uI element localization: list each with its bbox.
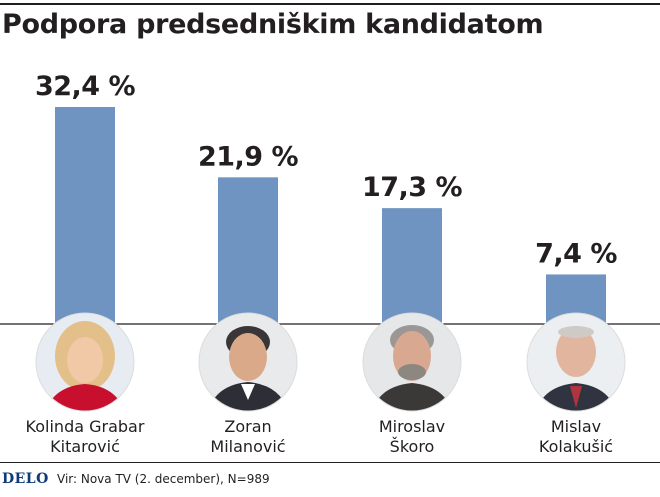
category-label-mislav-kolakusic-line1: Mislav	[551, 417, 601, 436]
bar-chart: 32,4 % 21,9 % 17,3 % 7,4 % Kolinda GrabarKi…	[0, 71, 660, 456]
portrait-kolinda-grabar-kitarovic	[36, 313, 134, 411]
bar-zoran-milanovic	[218, 177, 278, 324]
value-label-kolinda-grabar-kitarovic: 32,4 %	[35, 71, 136, 102]
source-note: Vir: Nova TV (2. december), N=989	[57, 472, 270, 486]
category-label-mislav-kolakusic-line2: Kolakušić	[539, 437, 613, 456]
bar-miroslav-skoro	[382, 208, 442, 324]
category-label-zoran-milanovic-line1: Zoran	[224, 417, 271, 436]
value-label-miroslav-skoro: 17,3 %	[362, 172, 463, 203]
top-rule	[0, 3, 660, 5]
footer: DELO Vir: Nova TV (2. december), N=989	[0, 462, 660, 497]
category-label-miroslav-skoro-line2: Škoro	[390, 437, 435, 456]
category-label-miroslav-skoro-line1: Miroslav	[379, 417, 445, 436]
portrait-mislav-kolakusic	[527, 313, 625, 411]
value-label-mislav-kolakusic: 7,4 %	[535, 238, 617, 269]
portrait-zoran-milanovic	[199, 313, 297, 411]
bar-kolinda-grabar-kitarovic	[55, 107, 115, 324]
chart-title: Podpora predsedniškim kandidatom	[2, 9, 544, 40]
category-label-kolinda-grabar-kitarovic-line2: Kitarović	[50, 437, 120, 456]
value-label-zoran-milanovic: 21,9 %	[198, 141, 299, 172]
category-label-kolinda-grabar-kitarovic-line1: Kolinda Grabar	[26, 417, 145, 436]
category-label-zoran-milanovic-line2: Milanović	[210, 437, 285, 456]
delo-logo: DELO	[2, 471, 49, 487]
portrait-miroslav-skoro	[363, 313, 461, 411]
